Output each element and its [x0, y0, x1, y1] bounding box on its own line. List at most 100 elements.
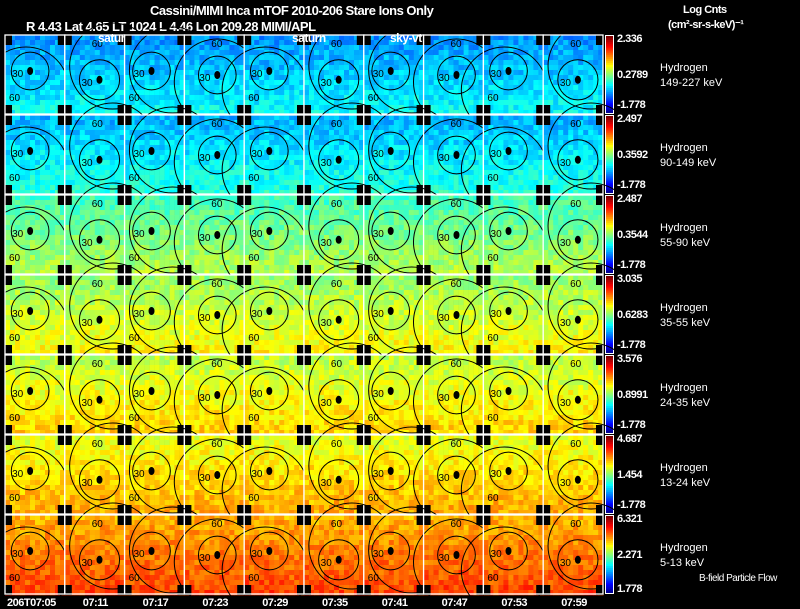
contour-label: 30 — [251, 469, 263, 480]
contour-label: 30 — [134, 69, 146, 80]
corner-mask — [356, 265, 364, 275]
contour-label: 30 — [134, 549, 146, 560]
corner-mask — [543, 505, 551, 515]
contour-label: 30 — [12, 309, 24, 320]
contour-30-deg — [78, 379, 121, 421]
sky-image-panel — [543, 435, 604, 516]
corner-mask — [356, 505, 364, 515]
contour-label: 30 — [491, 69, 503, 80]
contour-60-deg — [547, 342, 635, 430]
corner-mask — [543, 105, 551, 115]
corner-mask — [177, 35, 185, 45]
contour-label: 30 — [199, 553, 211, 564]
corner-mask — [124, 425, 132, 435]
saturn-marker-icon — [505, 227, 512, 235]
contour-label: 60 — [248, 93, 260, 104]
contour-30-deg — [489, 371, 528, 411]
contour-label: 30 — [321, 558, 333, 569]
corner-mask — [476, 515, 484, 525]
contour-label: 30 — [321, 78, 333, 89]
sky-image-panel — [423, 35, 484, 116]
time-tick-label: 07:17 — [142, 597, 169, 609]
colorbar-border — [605, 515, 614, 594]
corner-mask — [184, 275, 192, 285]
sky-image-panel — [64, 515, 126, 596]
contour-label: 60 — [331, 439, 343, 450]
corner-mask — [543, 435, 551, 445]
contour-30-deg — [249, 51, 289, 91]
corner-mask — [177, 435, 185, 445]
contour-30-deg — [78, 539, 121, 581]
corner-mask — [543, 425, 551, 435]
sky-image-panel — [483, 355, 544, 436]
corner-mask — [483, 275, 491, 285]
corner-mask — [536, 425, 544, 435]
corner-mask — [117, 355, 125, 365]
contour-label: 60 — [248, 333, 260, 344]
contour-label: 60 — [368, 173, 380, 184]
corner-mask — [124, 265, 132, 275]
corner-mask — [237, 265, 245, 275]
corner-mask — [5, 505, 12, 515]
corner-mask — [423, 585, 431, 595]
corner-mask — [117, 35, 125, 45]
contour-label: 60 — [92, 119, 104, 130]
saturn-marker-icon — [148, 467, 155, 475]
contour-label: 30 — [251, 309, 263, 320]
corner-mask — [543, 585, 551, 595]
corner-mask — [297, 435, 304, 445]
species-label: Hydrogen — [660, 382, 708, 394]
corner-mask — [177, 115, 185, 125]
saturn-marker-icon — [387, 227, 394, 235]
contour-60-deg — [547, 102, 635, 190]
saturn-marker-icon — [96, 395, 103, 404]
corner-mask — [237, 35, 245, 45]
corner-mask — [237, 275, 245, 285]
corner-mask — [476, 425, 484, 435]
contour-30-deg — [557, 299, 599, 341]
corner-mask — [483, 585, 491, 595]
contour-label: 30 — [560, 78, 572, 89]
sky-image-panel — [543, 35, 604, 116]
contour-label: 30 — [251, 69, 263, 80]
corner-mask — [543, 275, 551, 285]
contour-label: 60 — [248, 173, 260, 184]
corner-mask — [244, 265, 252, 275]
contour-label: 60 — [248, 493, 260, 504]
contour-30-deg — [249, 211, 289, 251]
corner-mask — [476, 105, 484, 115]
corner-mask — [476, 345, 484, 355]
panel-border — [542, 274, 604, 355]
contour-label: 60 — [211, 39, 223, 50]
corner-mask — [5, 105, 12, 115]
sky-image-panel — [64, 435, 126, 516]
corner-mask — [596, 35, 603, 45]
saturn-marker-icon — [148, 547, 155, 555]
corner-mask — [304, 345, 311, 355]
corner-mask — [536, 355, 544, 365]
corner-mask — [543, 265, 551, 275]
colorbar-mid-label: 0.3592 — [617, 149, 648, 161]
contour-label: 60 — [570, 439, 582, 450]
contour-label: 60 — [9, 493, 21, 504]
saturn-marker-icon — [27, 547, 34, 555]
saturn-marker-icon — [453, 311, 460, 319]
corner-mask — [476, 505, 484, 515]
contour-label: 30 — [373, 69, 385, 80]
colorbar — [606, 36, 613, 114]
corner-mask — [64, 425, 72, 435]
saturn-marker-icon — [214, 471, 221, 479]
contour-label: 30 — [251, 549, 263, 560]
corner-mask — [304, 105, 311, 115]
corner-mask — [423, 35, 431, 45]
corner-mask — [244, 435, 252, 445]
corner-mask — [363, 115, 371, 125]
contour-label: 30 — [81, 318, 93, 329]
corner-mask — [117, 265, 125, 275]
contour-30-deg — [489, 291, 528, 331]
colorbar-min-label: -1.778 — [617, 99, 646, 111]
corner-mask — [363, 435, 371, 445]
contour-label: 30 — [560, 238, 572, 249]
corner-mask — [237, 425, 245, 435]
saturn-marker-icon — [148, 227, 155, 235]
